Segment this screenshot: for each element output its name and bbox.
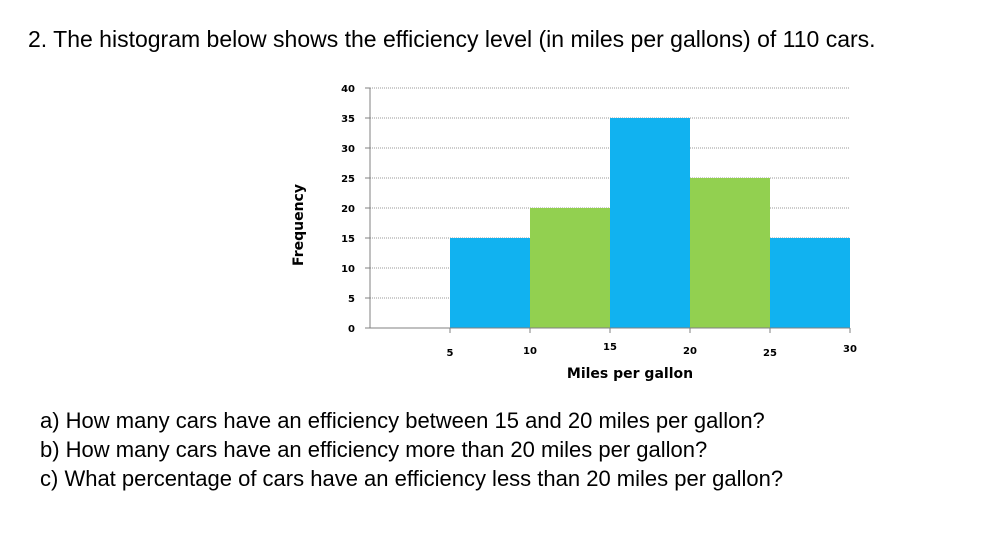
x-tick-label: 30 [843,344,857,355]
x-tick-label: 10 [523,346,537,357]
x-axis-label: Miles per gallon [567,366,693,382]
x-tick-label: 5 [447,348,454,359]
y-tick-label: 20 [341,204,355,215]
y-tick-label: 25 [341,174,355,185]
subquestions: a) How many cars have an efficiency betw… [40,406,783,493]
axes [365,87,851,333]
y-tick-label: 10 [341,264,355,275]
histogram-bar [610,118,690,328]
histogram-chart: 0 5 10 15 20 25 30 35 40 5 10 15 20 25 30 Miles per g… [291,84,857,382]
y-tick-label: 30 [341,144,355,155]
x-tick-label: 15 [603,342,617,353]
x-tick-label: 20 [683,346,697,357]
y-axis-label: Frequency [291,184,307,266]
y-tick-labels: 0 5 10 15 20 25 30 35 40 [341,84,355,335]
x-tick-labels: 5 10 15 20 25 30 [447,342,857,359]
bars [450,118,850,328]
y-tick-label: 40 [341,84,355,95]
histogram-bar [770,238,850,328]
y-tick-label: 35 [341,114,355,125]
histogram-bar [450,238,530,328]
question-title: 2. The histogram below shows the efficie… [28,26,876,52]
x-tick-label: 25 [763,348,777,359]
y-tick-label: 5 [348,294,355,305]
subquestion-c: c) What percentage of cars have an effic… [40,466,784,491]
subquestion-a: a) How many cars have an efficiency betw… [40,408,765,433]
histogram-bar [690,178,770,328]
histogram-bar [530,208,610,328]
y-tick-label: 0 [348,324,355,335]
subquestion-b: b) How many cars have an efficiency more… [40,437,708,462]
y-tick-label: 15 [341,234,355,245]
